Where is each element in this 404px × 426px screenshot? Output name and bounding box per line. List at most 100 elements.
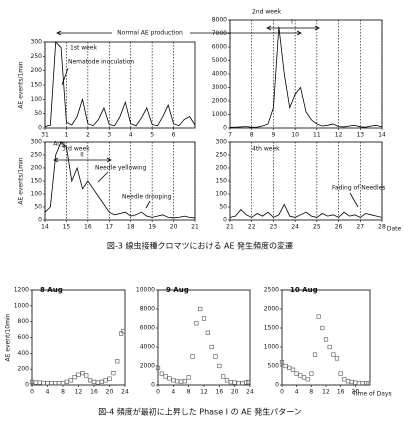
y-tick-label: 600 — [18, 334, 30, 341]
y-tick-label: 200 — [216, 165, 228, 172]
y-tick-label: 1000 — [264, 344, 279, 351]
x-tick-label: 1 — [65, 132, 69, 139]
data-point — [283, 363, 288, 369]
panel-title: 1st week — [70, 45, 97, 52]
data-point — [320, 325, 325, 331]
data-point — [120, 329, 126, 334]
data-point — [41, 380, 46, 386]
x-tick-label: 11 — [313, 132, 321, 139]
data-point — [194, 321, 199, 326]
x-tick-label: 3 — [107, 132, 111, 139]
data-point — [232, 380, 237, 385]
x-tick-label: 16 — [337, 389, 345, 396]
x-axis-label: Time of Days — [351, 391, 391, 398]
data-point — [240, 380, 245, 386]
data-point — [33, 380, 38, 385]
x-tick-label: 5 — [150, 132, 154, 139]
y-tick-label: 1500 — [264, 325, 279, 332]
x-tick-label: 6 — [172, 132, 176, 139]
annotation: II — [80, 152, 84, 159]
y-tick-label: 8000 — [212, 17, 227, 24]
x-tick-label: 27 — [356, 224, 364, 231]
x-tick-label: 0 — [280, 389, 284, 396]
data-point — [349, 379, 354, 385]
x-tick-label: 20 — [231, 389, 239, 396]
data-point — [366, 381, 371, 386]
arrow-head — [266, 25, 320, 31]
y-axis-label: AE events/1min — [18, 61, 25, 108]
data-point — [37, 380, 42, 385]
y-tick-label: 250 — [31, 152, 43, 159]
x-tick-label: 24 — [121, 389, 129, 396]
x-tick-label: 4 — [46, 389, 50, 396]
x-tick-label: 16 — [84, 224, 92, 231]
data-point — [334, 356, 340, 361]
data-point — [205, 330, 210, 335]
y-tick-label: 100 — [216, 191, 228, 198]
data-point — [323, 337, 329, 342]
y-tick-label: 50 — [34, 204, 42, 211]
data-point — [95, 380, 100, 385]
x-tick-label: 12 — [200, 389, 208, 396]
panel-title: 9 Aug — [166, 286, 189, 294]
data-point — [245, 380, 251, 385]
y-tick-label: 0 — [275, 382, 279, 389]
panel-title: 2nd week — [252, 9, 282, 16]
x-tick-label: 13 — [356, 132, 364, 139]
data-point — [111, 371, 116, 376]
x-tick-label: 12 — [75, 389, 83, 396]
pointer — [145, 200, 151, 209]
annotation: I — [291, 19, 293, 26]
data-point — [76, 372, 81, 377]
data-point — [88, 378, 93, 383]
annotation: Fading of Needles — [332, 185, 385, 192]
y-tick-label: 4000 — [140, 344, 155, 351]
y-tick-label: 10000 — [136, 287, 155, 294]
data-point — [353, 380, 358, 385]
data-point — [182, 379, 187, 384]
annotation: Normal AE production — [117, 30, 183, 37]
data-point — [312, 352, 318, 357]
data-point — [80, 371, 85, 376]
data-point — [175, 379, 180, 384]
y-tick-label: 3000 — [212, 84, 227, 91]
x-tick-label: 8 — [250, 132, 254, 139]
x-tick-label: 16 — [216, 389, 224, 396]
data-point — [99, 379, 104, 384]
y-tick-label: 0 — [38, 217, 42, 224]
y-tick-label: 2000 — [212, 98, 227, 105]
y-tick-label: 250 — [216, 152, 228, 159]
y-tick-label: 50 — [219, 204, 227, 211]
data-point — [345, 379, 351, 384]
data-point — [298, 373, 303, 378]
y-tick-label: 400 — [18, 350, 30, 357]
y-tick-label: 2000 — [264, 306, 279, 313]
data-point — [91, 379, 97, 384]
data-point — [45, 380, 50, 386]
data-point — [301, 375, 307, 380]
data-point — [279, 360, 285, 365]
data-point — [107, 376, 112, 381]
figure-caption: 図-3 線虫接種クロマツにおける AE 発生頻度の変遷 — [107, 241, 293, 251]
data-point — [171, 378, 176, 383]
data-point — [228, 380, 233, 385]
data-point — [190, 354, 195, 359]
arrow-head — [56, 30, 302, 36]
y-axis-label: AE events/1min — [18, 157, 25, 204]
pointer — [97, 171, 109, 183]
y-tick-label: 6000 — [212, 44, 227, 51]
annotation: Needle drooping — [122, 194, 172, 201]
x-tick-label: 24 — [291, 224, 299, 231]
data-point — [186, 375, 191, 380]
x-tick-label: 16 — [90, 389, 98, 396]
data-point — [331, 352, 336, 357]
data-point — [64, 379, 69, 384]
data-point — [342, 377, 347, 382]
data-point — [290, 367, 296, 372]
plot-frame — [229, 141, 383, 221]
data-point — [72, 374, 77, 380]
data-point — [217, 363, 222, 369]
panel-title: 4th week — [252, 146, 280, 153]
y-tick-label: 50 — [34, 110, 42, 117]
x-tick-label: 19 — [148, 224, 156, 231]
